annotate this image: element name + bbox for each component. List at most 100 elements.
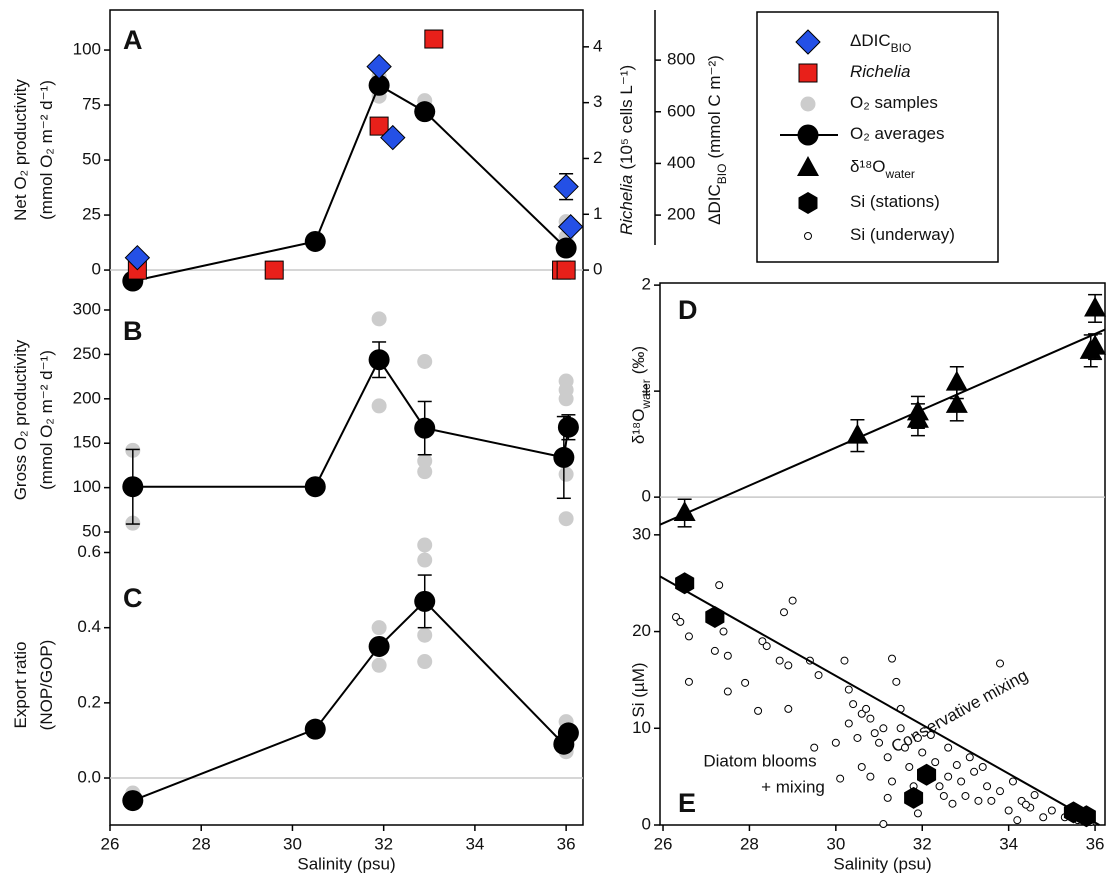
y-tick-label: 250 [73,344,101,363]
annotation: + mixing [761,777,825,796]
y-axis-label-part: Export ratio [11,642,30,729]
ring-marker [996,787,1005,796]
ring-marker [788,596,797,605]
ring-marker [961,791,970,800]
ring-marker [957,777,966,786]
diamond-marker [557,214,584,240]
sample-marker [558,391,574,407]
ring-marker [862,704,871,713]
x-tick-label: 28 [192,834,211,853]
y2-tick-label: 0 [593,260,602,279]
y-tick-label: 0.6 [77,542,101,561]
y-axis-label-part: δ¹⁸O [629,409,648,445]
legend-name: O₂ samples [850,93,938,112]
hexagon-marker [1076,805,1096,828]
legend-name: Richelia [850,62,910,81]
hexagon-marker [675,572,695,595]
sample-marker [558,511,574,527]
legend-label: ΔDICBIO [850,31,911,55]
ring-marker [870,729,879,738]
y-tick-label: 300 [73,299,101,318]
ring-marker [905,762,914,771]
ring-marker [836,774,845,783]
ring-marker [857,709,866,718]
series-line [659,328,1106,526]
ring-marker [996,659,1005,668]
diamond-marker [380,124,406,151]
ring-marker [879,724,888,733]
left-frame [109,9,584,826]
y3-tick-label: 200 [667,205,695,224]
x-tick-label: 36 [557,834,576,853]
y-axis-label-part: Net O₂ productivity [11,79,30,221]
x-tick-label: 28 [740,834,759,853]
legend-key [797,156,819,176]
y-tick-label: 25 [82,205,101,224]
ring-marker [931,758,940,767]
ring-marker [1004,806,1013,815]
sample-marker [371,311,387,327]
y-tick-label: 150 [73,433,101,452]
x-tick-label: 34 [465,834,484,853]
y-tick-label: 50 [82,150,101,169]
average-marker [557,722,579,744]
ring-marker [900,743,909,752]
y-axis-label: (mmol O₂ m⁻² d⁻¹) [37,350,56,490]
y-tick-label: 0.4 [77,617,101,636]
ring-marker [814,671,823,680]
ring-marker [970,767,979,776]
sample-marker [417,354,433,370]
ring-marker [978,762,987,771]
y3-tick-label: 400 [667,153,695,172]
x-axis-label: Salinity (psu) [833,854,931,873]
y-tick-label: 100 [73,40,101,59]
sample-marker [417,464,433,480]
ring-marker [784,661,793,670]
ring-marker [987,796,996,805]
average-marker [414,101,436,123]
y3-axis-label-part: (mmol C m⁻²) [705,55,724,158]
triangle-marker [846,423,869,444]
ring-marker [849,700,858,709]
sample-marker [417,654,433,670]
ring-marker [762,642,771,651]
y-tick-label: 20 [632,621,651,640]
y-axis-label-part: water [639,379,653,409]
ring-marker [671,613,680,622]
average-marker [555,237,577,259]
legend-name: Si (stations) [850,192,940,211]
legend-label: O₂ averages [850,124,944,143]
ring-marker [1021,800,1030,809]
x-tick-label: 32 [913,834,932,853]
series-line [659,575,1100,826]
sample-marker [371,620,387,636]
ring-marker [944,743,953,752]
x-tick-label: 26 [101,834,120,853]
legend-name: O₂ averages [850,124,944,143]
ring-marker [754,706,763,715]
ring-marker [853,733,862,742]
hexagon-marker [705,606,725,628]
ring-marker [723,687,732,696]
y-tick-label: 0 [642,814,651,833]
y3-axis-label: ΔDICBIO (mmol C m⁻²) [705,55,729,225]
ring-marker [775,656,784,665]
ring-marker [1047,806,1056,815]
panel-label: B [123,316,143,346]
ring-marker [810,743,819,752]
y3-tick-label: 800 [667,50,695,69]
average-marker [368,74,390,96]
y-axis-label: Export ratio [11,642,30,729]
y3-tick-label: 600 [667,101,695,120]
y-tick-label: 30 [632,524,651,543]
y3-axis-label-part: ΔDIC [705,184,724,225]
square-marker [424,29,444,49]
average-marker [368,349,390,371]
x-tick-label: 32 [374,834,393,853]
annotation: Diatom blooms [703,751,816,770]
legend-key [804,232,812,240]
hexagon-marker [917,763,937,786]
ring-marker [1013,816,1022,825]
ring-marker [948,799,957,808]
